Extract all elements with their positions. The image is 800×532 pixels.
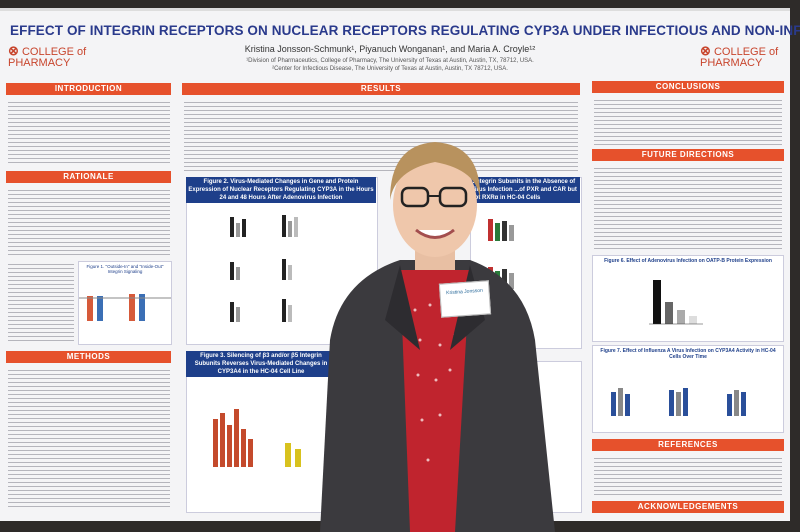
section-header-rationale: RATIONALE xyxy=(6,171,171,183)
future-directions-text xyxy=(594,165,782,251)
affiliation-2: ²Center for Infectious Disease, The Univ… xyxy=(272,66,508,72)
college-logo-left: ⊗ COLLEGE of PHARMACY xyxy=(8,43,87,69)
fig2-chart-a xyxy=(230,217,246,237)
college-logo-right: ⊗ COLLEGE of PHARMACY xyxy=(700,43,779,69)
poster-authors: Kristina Jonsson-Schmunk¹, Piyanuch Wong… xyxy=(244,44,536,54)
poster-affiliations: ¹Division of Pharmaceutics, College of P… xyxy=(190,57,590,73)
fig4-chart-top xyxy=(488,219,514,241)
figure-2-title: Figure 2. Virus-Mediated Changes in Gene… xyxy=(186,177,376,203)
fig2-chart-b xyxy=(282,215,298,237)
section-header-future-directions: FUTURE DIRECTIONS xyxy=(592,149,784,161)
affiliation-1: ¹Division of Pharmaceutics, College of P… xyxy=(246,58,534,64)
poster-title: EFFECT OF INTEGRIN RECEPTORS ON NUCLEAR … xyxy=(10,23,800,38)
fig7-chart-2 xyxy=(669,388,688,416)
fig7-chart-1 xyxy=(611,388,630,416)
fig7-chart-3 xyxy=(727,390,746,416)
logo-symbol: ⊗ xyxy=(700,43,711,58)
logo-line1: COLLEGE of xyxy=(713,46,779,58)
references-text xyxy=(594,455,782,497)
methods-text xyxy=(8,367,170,507)
name-badge: Kristina Jonsson xyxy=(438,280,492,318)
figure-7-title: Figure 7. Effect of Influenza A Virus In… xyxy=(600,348,776,360)
figure-3-title: Figure 3. Silencing of β3 and/or β5 Inte… xyxy=(186,351,336,377)
rationale-text-2 xyxy=(8,261,74,343)
figure-2-charts xyxy=(230,215,298,322)
logo-symbol: ⊗ xyxy=(8,43,19,58)
figure-3 xyxy=(186,351,338,513)
fig3-chart-right xyxy=(285,443,301,467)
figure-1: Figure 1. "Outside-In" and "Inside-Out" … xyxy=(78,261,172,345)
introduction-text xyxy=(8,99,170,164)
section-header-methods: METHODS xyxy=(6,351,171,363)
logo-line2: PHARMACY xyxy=(700,57,763,69)
figure-1-title: Figure 1. "Outside-In" and "Inside-Out" … xyxy=(86,264,164,274)
presenter-person xyxy=(320,142,555,532)
rationale-text xyxy=(8,187,170,255)
figure-6: Figure 6. Effect of Adenovirus Infection… xyxy=(592,255,784,342)
name-badge-text: Kristina Jonsson xyxy=(446,287,484,297)
figure-3-charts xyxy=(213,409,301,467)
figure-4-title: ...ntegrin Subunits in the Absence of Vi… xyxy=(470,177,580,203)
fig2-chart-c xyxy=(230,259,292,280)
figure-7-charts xyxy=(611,388,746,416)
figure-7: Figure 7. Effect of Influenza A Virus In… xyxy=(592,345,784,433)
conclusions-text xyxy=(594,97,782,145)
section-header-introduction: INTRODUCTION xyxy=(6,83,171,95)
section-header-references: REFERENCES xyxy=(592,439,784,451)
figure-6-chart xyxy=(649,280,703,325)
logo-line2: PHARMACY xyxy=(8,57,71,69)
logo-line1: COLLEGE of xyxy=(21,46,87,58)
fig2-chart-d xyxy=(230,299,292,322)
figure-6-title: Figure 6. Effect of Adenovirus Infection… xyxy=(604,258,772,264)
figure-1-diagram xyxy=(79,294,171,321)
section-header-acknowledgements: ACKNOWLEDGEMENTS xyxy=(592,501,784,513)
section-header-conclusions: CONCLUSIONS xyxy=(592,81,784,93)
fig3-chart-left xyxy=(213,409,253,467)
section-header-results: RESULTS xyxy=(182,83,580,95)
results-text xyxy=(184,99,578,171)
